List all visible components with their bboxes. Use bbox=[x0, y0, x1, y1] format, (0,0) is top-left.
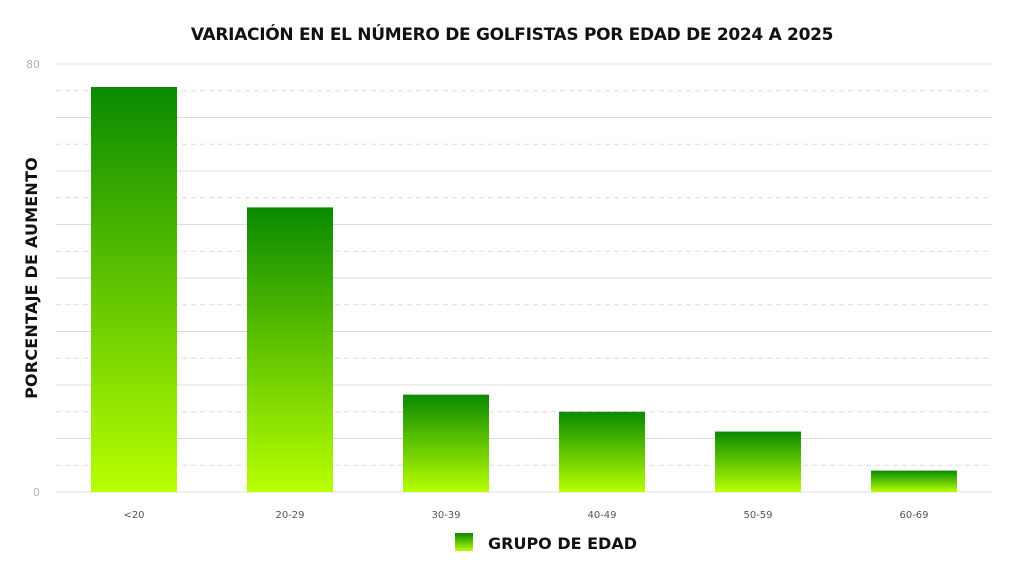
y-tick-labels: 0 80 bbox=[26, 58, 40, 499]
bars bbox=[91, 87, 957, 492]
legend-label: GRUPO DE EDAD bbox=[488, 534, 637, 553]
bar bbox=[871, 470, 957, 492]
x-tick-label: <20 bbox=[123, 510, 144, 521]
grid-lines bbox=[56, 63, 992, 493]
y-axis-label: PORCENTAJE DE AUMENTO bbox=[22, 157, 41, 399]
bar bbox=[91, 87, 177, 492]
x-tick-label: 50-59 bbox=[743, 510, 772, 521]
bar bbox=[247, 207, 333, 492]
x-tick-labels: <20 20-29 30-39 40-49 50-59 60-69 bbox=[123, 510, 928, 521]
bar bbox=[559, 411, 645, 492]
x-tick-label: 40-49 bbox=[587, 510, 616, 521]
y-tick-label: 0 bbox=[33, 486, 40, 499]
legend: GRUPO DE EDAD bbox=[455, 533, 637, 553]
x-tick-label: 30-39 bbox=[431, 510, 460, 521]
legend-swatch bbox=[455, 533, 473, 551]
chart-title: VARIACIÓN EN EL NÚMERO DE GOLFISTAS POR … bbox=[191, 23, 833, 45]
bar bbox=[403, 394, 489, 492]
y-tick-label: 80 bbox=[26, 58, 40, 71]
bar bbox=[715, 431, 801, 492]
x-tick-label: 60-69 bbox=[899, 510, 928, 521]
x-tick-label: 20-29 bbox=[275, 510, 304, 521]
